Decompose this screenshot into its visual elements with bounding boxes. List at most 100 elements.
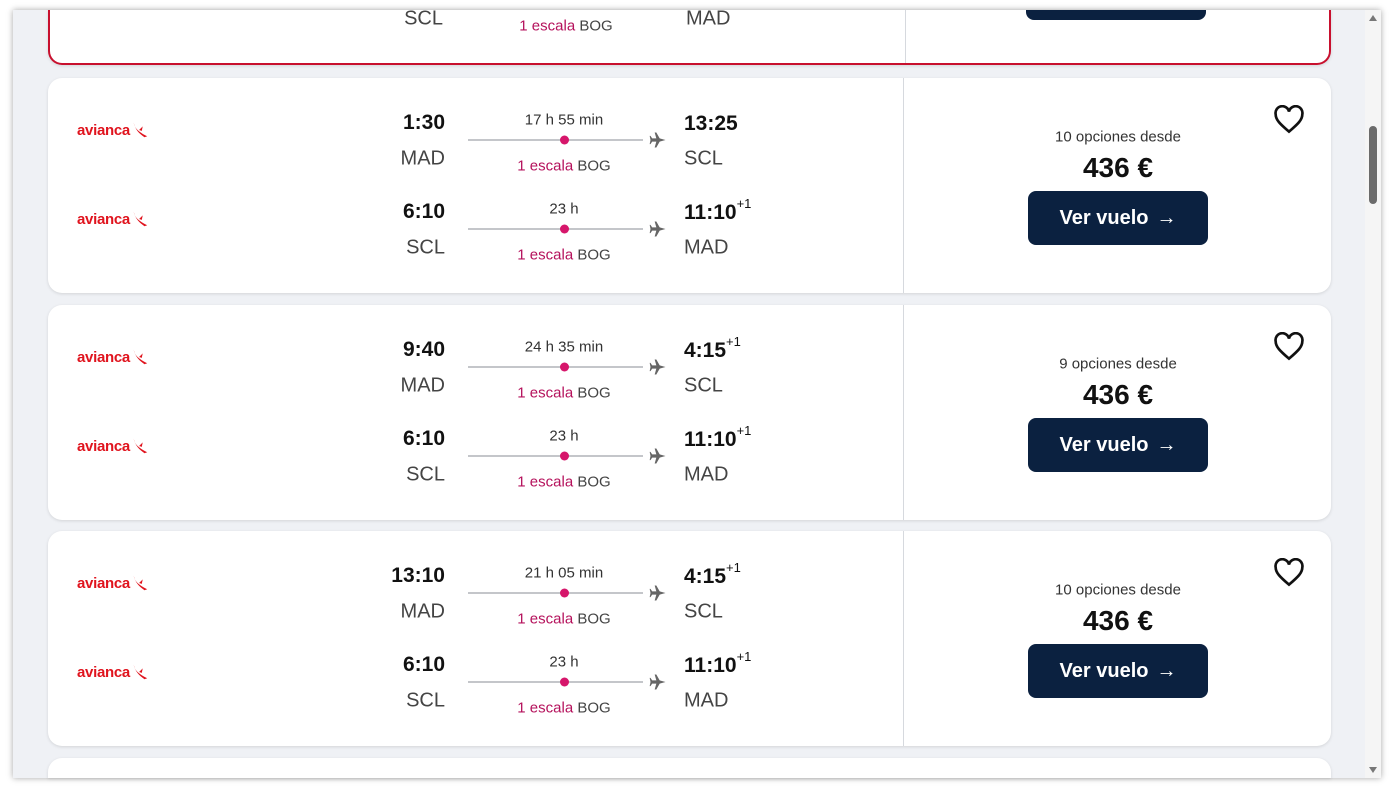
stop-info[interactable]: 1 escala BOG [468, 611, 660, 628]
route-line [468, 592, 643, 594]
arrow-right-icon: → [1156, 433, 1177, 456]
divider [903, 305, 904, 520]
stop-label: 1 escala [517, 246, 574, 264]
button-label: Ver vuelo [1059, 206, 1149, 229]
options-count: 10 opciones desde [1055, 128, 1181, 146]
airline-logo: avianca [77, 121, 149, 139]
options-count: 10 opciones desde [1055, 581, 1181, 599]
arrival-time: 11:10+1 [684, 649, 752, 678]
stop-info[interactable]: 1 escala BOG [468, 247, 660, 264]
departure-time: 6:10 [402, 200, 445, 223]
airline-name: avianca [77, 348, 130, 366]
button-label: Ver vuelo [1059, 433, 1149, 456]
scroll-up-arrow[interactable] [1369, 15, 1377, 21]
stop-info[interactable]: 1 escala BOG [468, 474, 660, 491]
flight-card[interactable]: avianca 9:40 MAD 24 h 35 min 1 escala BO… [48, 305, 1331, 520]
flight-card-selected[interactable]: SCL 1 escala BOG MAD [48, 7, 1331, 65]
divider [903, 78, 904, 293]
divider [903, 531, 904, 746]
day-offset: +1 [726, 334, 741, 349]
price: 436 € [1082, 152, 1154, 183]
avianca-logo-icon [133, 438, 148, 454]
arr-airport: MAD [686, 7, 731, 30]
route-line [468, 455, 643, 457]
arrival-airport: MAD [684, 236, 729, 259]
dep-airport: SCL [404, 7, 443, 30]
arrival-airport: MAD [684, 689, 729, 712]
duration: 23 h [549, 653, 579, 671]
stop-airport: BOG [577, 246, 611, 264]
arrival-time-value: 11:10 [684, 654, 737, 677]
arrival-time: 4:15+1 [684, 560, 741, 589]
stop-airport: BOG [577, 699, 611, 717]
arrival-time: 11:10+1 [684, 423, 751, 452]
stop-label: 1 escala [517, 610, 574, 628]
flight-card[interactable]: avianca 1:30 MAD 17 h 55 min 1 escala BO… [48, 78, 1331, 293]
stop-info[interactable]: 1 escala BOG [468, 385, 660, 402]
day-offset: +1 [726, 560, 741, 575]
duration: 23 h [549, 427, 579, 445]
departure-time: 1:30 [402, 111, 445, 134]
arrival-time: 4:15+1 [684, 334, 741, 363]
departure-airport: MAD [400, 600, 445, 623]
arrow-right-icon: → [1156, 659, 1177, 682]
stop-info[interactable]: 1 escala BOG [468, 158, 660, 175]
heart-icon[interactable] [1273, 104, 1305, 135]
plane-icon [648, 446, 668, 466]
ver-vuelo-button[interactable] [1026, 10, 1206, 20]
stop-airport: BOG [577, 384, 611, 402]
stop-airport: BOG [577, 473, 611, 491]
departure-time: 13:10 [391, 564, 445, 587]
ver-vuelo-button[interactable]: Ver vuelo → [1028, 644, 1208, 698]
price: 436 € [1082, 379, 1154, 410]
results-page: SCL 1 escala BOG MAD avianca 1:30 MAD 17… [13, 7, 1381, 778]
stop-airport: BOG [577, 157, 611, 175]
airline-name: avianca [77, 663, 130, 681]
duration: 24 h 35 min [524, 338, 604, 356]
flight-card-next[interactable] [48, 758, 1331, 778]
departure-airport: SCL [406, 236, 445, 259]
avianca-logo-icon [133, 575, 148, 591]
stop-label: 1 escala [517, 384, 574, 402]
heart-icon[interactable] [1273, 557, 1305, 588]
scrollbar[interactable] [1365, 10, 1381, 778]
arrival-time: 13:25 [684, 110, 738, 136]
arrival-airport: SCL [684, 600, 723, 623]
flight-card[interactable]: avianca 13:10 MAD 21 h 05 min 1 escala B… [48, 531, 1331, 746]
departure-airport: MAD [400, 374, 445, 397]
arrival-time-value: 11:10 [684, 201, 737, 224]
ver-vuelo-button[interactable]: Ver vuelo → [1028, 418, 1208, 472]
duration: 23 h [549, 200, 579, 218]
stop-info: 1 escala BOG [470, 18, 662, 35]
day-offset: +1 [736, 196, 752, 211]
stop-label: 1 escala [517, 473, 574, 491]
scrollbar-thumb[interactable] [1369, 126, 1377, 204]
departure-airport: MAD [400, 147, 445, 170]
day-offset: +1 [736, 649, 752, 664]
ver-vuelo-button[interactable]: Ver vuelo → [1028, 191, 1208, 245]
airline-name: avianca [77, 121, 130, 139]
airline-logo: avianca [77, 663, 149, 681]
plane-icon [648, 357, 668, 377]
stop-info[interactable]: 1 escala BOG [468, 700, 660, 717]
airline-logo: avianca [77, 574, 149, 592]
route-line [468, 228, 643, 230]
stop-label: 1 escala [517, 157, 574, 175]
scroll-down-arrow[interactable] [1369, 767, 1377, 773]
heart-icon[interactable] [1273, 331, 1305, 362]
arrival-airport: SCL [684, 147, 723, 170]
stop-dot [560, 588, 569, 598]
plane-icon [648, 130, 668, 150]
avianca-logo-icon [133, 122, 148, 138]
departure-time: 9:40 [402, 338, 445, 361]
stop-airport: BOG [579, 17, 613, 35]
airline-name: avianca [77, 210, 130, 228]
arrow-right-icon: → [1156, 206, 1177, 229]
duration: 21 h 05 min [524, 564, 604, 582]
arrival-time-value: 4:15 [684, 565, 727, 588]
airline-logo: avianca [77, 210, 149, 228]
departure-airport: SCL [406, 463, 445, 486]
plane-icon [648, 583, 668, 603]
departure-airport: SCL [406, 689, 445, 712]
route-line [468, 681, 643, 683]
